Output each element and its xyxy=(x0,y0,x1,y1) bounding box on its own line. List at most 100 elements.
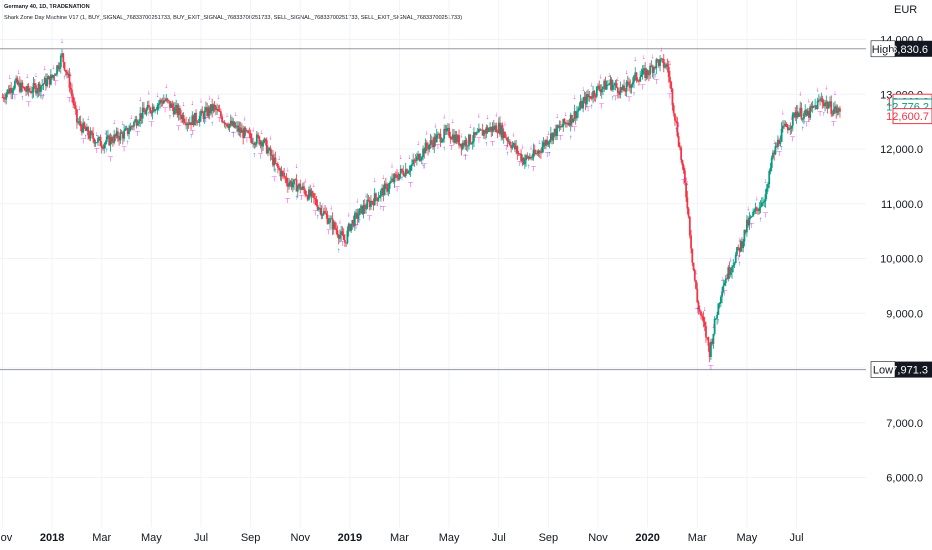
candle-body xyxy=(144,112,147,115)
candle-body xyxy=(219,111,222,117)
candle-body xyxy=(810,106,813,109)
exit-signal-icon: ⊤ xyxy=(708,365,714,372)
candle-body xyxy=(358,208,361,216)
candle-body xyxy=(468,134,470,146)
indicator-legend[interactable]: Shark Zone Day Machine V17 (1, BUY_SIGNA… xyxy=(4,15,463,21)
candle-body xyxy=(747,219,750,226)
candle-body xyxy=(139,113,142,122)
candle-body xyxy=(618,93,621,95)
candle-body xyxy=(763,201,766,203)
sell-signal-icon: ↓ xyxy=(660,47,664,54)
exit-signal-icon: ⊤ xyxy=(80,139,86,146)
candle-body xyxy=(750,216,753,218)
candle-body xyxy=(777,139,779,148)
sell-signal-icon: ↓ xyxy=(69,71,73,78)
exit-signal-icon: ⊤ xyxy=(408,182,414,189)
time-axis[interactable]: Nov 2018 Mar May Jul Sep Nov 2019 Mar May Jul Sep No… xyxy=(0,532,804,544)
sell-signal-icon: ↓ xyxy=(616,76,620,83)
buy-signal-icon: ↑ xyxy=(632,91,636,98)
candle-body xyxy=(257,134,259,137)
candle-body xyxy=(108,135,111,146)
candle-body xyxy=(95,142,98,144)
buy-signal-icon: ↑ xyxy=(738,260,742,267)
candle-body xyxy=(295,179,298,192)
candle-body xyxy=(832,109,835,114)
buy-signal-icon: ↑ xyxy=(63,74,67,81)
candle-body xyxy=(578,107,581,110)
sell-signal-icon: ↓ xyxy=(364,193,368,200)
candle-body xyxy=(549,133,552,141)
tag-value-box xyxy=(895,40,932,57)
candle-body xyxy=(28,91,31,92)
candle-body xyxy=(497,122,500,134)
candle-body xyxy=(500,125,503,135)
sell-signal-icon: ↓ xyxy=(451,118,455,125)
sell-signal-icon: ↓ xyxy=(191,100,195,107)
exit-signal-icon: ⊤ xyxy=(544,152,550,159)
candle-body xyxy=(537,150,540,154)
candle-body xyxy=(119,132,122,141)
candle-body xyxy=(567,122,570,125)
candle-body xyxy=(711,341,714,344)
candle-body xyxy=(765,188,768,195)
candle-body xyxy=(801,118,804,120)
sell-signal-icon: ↓ xyxy=(503,120,507,127)
buy-signal-icon: ↑ xyxy=(506,150,510,157)
candle-body xyxy=(26,86,29,92)
x-tick-label: Jul xyxy=(194,532,208,544)
candle-body xyxy=(448,127,451,137)
candle-body xyxy=(49,74,52,85)
candle-body xyxy=(744,229,747,233)
candle-body xyxy=(255,134,258,144)
candle-body xyxy=(772,152,774,158)
candle-body xyxy=(748,217,751,226)
candle-body xyxy=(311,191,314,194)
candle-body xyxy=(93,138,96,144)
exit-signal-icon: ⊤ xyxy=(435,144,441,151)
candle-body xyxy=(316,205,319,210)
candle-body xyxy=(367,199,370,201)
candle-body xyxy=(115,131,118,137)
candle-body xyxy=(284,176,287,178)
candle-body xyxy=(231,120,233,126)
candle-body xyxy=(242,129,245,138)
candle-body xyxy=(572,119,575,123)
candle-body xyxy=(459,143,462,146)
exit-signal-icon: ⊤ xyxy=(476,137,482,144)
candle-body xyxy=(669,76,671,82)
candle-body xyxy=(141,107,144,119)
candle-body xyxy=(83,122,86,128)
candle-body xyxy=(676,121,679,137)
candle-body xyxy=(40,85,42,92)
candle-body xyxy=(392,178,395,182)
sell-signal-icon: ↓ xyxy=(755,195,759,202)
exit-signal-icon: ⊤ xyxy=(681,179,687,186)
sell-signal-icon: ↓ xyxy=(86,115,90,122)
buy-signal-icon: ↑ xyxy=(210,120,214,127)
candle-body xyxy=(685,182,688,198)
candle-body xyxy=(330,218,333,220)
candle-body xyxy=(609,79,612,85)
candle-body xyxy=(241,129,243,133)
candle-body xyxy=(492,126,495,130)
candle-body xyxy=(460,143,463,150)
candle-body xyxy=(228,123,231,129)
sell-signal-icon: ↓ xyxy=(234,111,238,118)
candle-body xyxy=(6,89,9,94)
candle-body xyxy=(824,103,826,107)
buy-signal-icon: ↑ xyxy=(485,141,489,148)
candle-body xyxy=(733,262,736,266)
currency-label[interactable]: EUR xyxy=(894,4,918,16)
symbol-title[interactable]: Germany 40, 1D, TRADENATION xyxy=(4,4,90,10)
candle-body xyxy=(274,157,277,164)
candle-body xyxy=(131,126,134,128)
candle-body xyxy=(197,122,200,123)
candle-body xyxy=(63,62,66,71)
candle-body xyxy=(600,89,603,93)
candle-body xyxy=(440,141,443,143)
sell-signal-icon: ↓ xyxy=(764,178,768,185)
x-tick-label: Nov xyxy=(0,532,13,544)
